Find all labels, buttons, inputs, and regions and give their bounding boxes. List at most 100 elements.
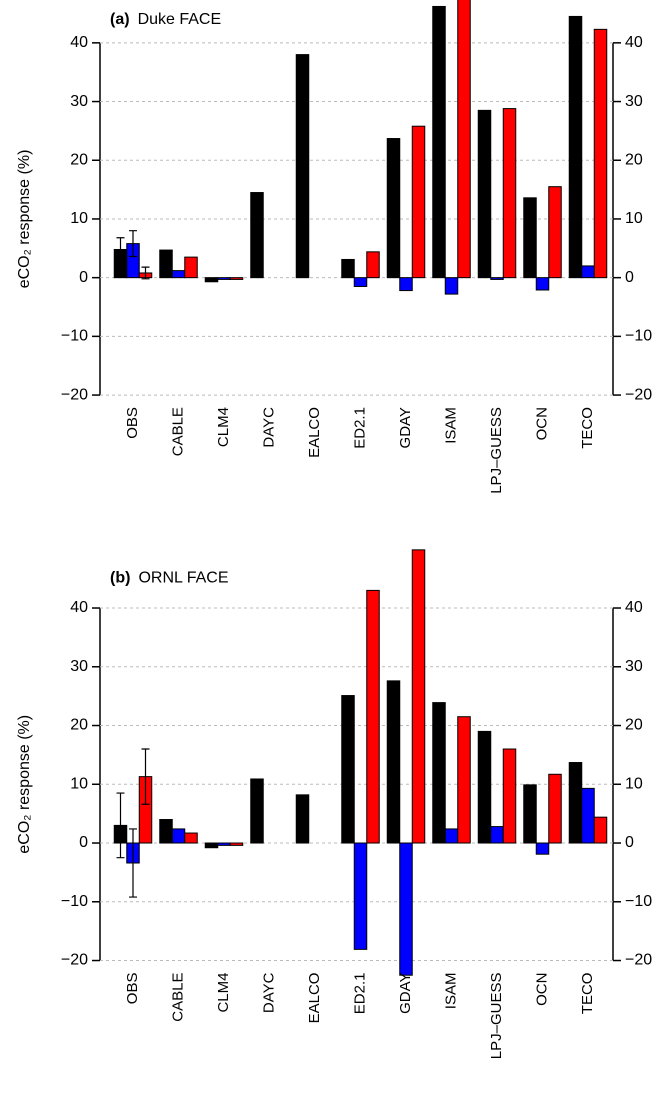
bar bbox=[523, 197, 537, 279]
bar bbox=[444, 277, 459, 295]
y-tick-label: 40 bbox=[70, 599, 88, 616]
y-axis-title: eCO₂ response (%) bbox=[16, 715, 33, 854]
bar bbox=[502, 108, 517, 279]
y-tick-label: 10 bbox=[70, 775, 88, 792]
bar bbox=[411, 549, 426, 844]
x-tick-label: TECO bbox=[579, 973, 596, 1015]
error-bar bbox=[141, 266, 150, 280]
error-bar bbox=[116, 237, 125, 262]
x-tick-label: OBS bbox=[124, 973, 141, 1005]
bars bbox=[113, 0, 608, 295]
bar bbox=[295, 794, 310, 844]
bar bbox=[171, 828, 186, 844]
x-tick-label: ISAM bbox=[443, 973, 460, 1010]
y2-tick-label: 20 bbox=[625, 717, 643, 734]
y-tick-label: −20 bbox=[61, 952, 88, 969]
bar bbox=[593, 28, 608, 279]
bar bbox=[444, 828, 459, 844]
bar bbox=[457, 716, 471, 844]
x-tick-label: EALCO bbox=[306, 973, 323, 1024]
y-tick-label: −10 bbox=[61, 328, 88, 345]
x-tick-label: ED2.1 bbox=[352, 407, 369, 449]
error-bar bbox=[129, 828, 137, 898]
y2-tick-label: 30 bbox=[625, 93, 643, 110]
error-bar bbox=[116, 792, 125, 859]
bar bbox=[490, 826, 504, 844]
bar bbox=[568, 15, 583, 279]
bar bbox=[184, 832, 198, 844]
bar bbox=[353, 277, 368, 287]
bar bbox=[581, 265, 595, 279]
bar bbox=[432, 702, 446, 844]
bar bbox=[548, 186, 562, 279]
bar bbox=[184, 256, 198, 279]
panel-name: ORNL FACE bbox=[138, 570, 228, 587]
x-tick-label: GDAY bbox=[397, 407, 414, 448]
bar bbox=[229, 277, 244, 280]
x-tick-label: OCN bbox=[534, 407, 551, 440]
y2-tick-label: 0 bbox=[625, 269, 634, 286]
bar bbox=[399, 277, 413, 292]
y2-tick-label: 10 bbox=[625, 775, 643, 792]
panel-title: (a) Duke FACE bbox=[110, 11, 221, 28]
x-tick-label: OBS bbox=[124, 407, 141, 439]
bars bbox=[113, 549, 608, 976]
bar bbox=[386, 138, 401, 279]
bar bbox=[159, 819, 173, 844]
y-tick-label: 20 bbox=[70, 151, 88, 168]
bar bbox=[366, 251, 380, 279]
x-tick-label: CLM4 bbox=[215, 407, 232, 447]
panel-title: (b) ORNL FACE bbox=[110, 570, 229, 587]
y-tick-label: −10 bbox=[61, 893, 88, 910]
bar bbox=[229, 842, 244, 846]
x-tick-label: CABLE bbox=[170, 407, 187, 456]
bar bbox=[171, 270, 186, 279]
bar bbox=[457, 0, 471, 279]
bar bbox=[204, 277, 219, 283]
bar bbox=[250, 778, 264, 844]
bar bbox=[204, 842, 219, 849]
bar bbox=[581, 787, 595, 844]
y2-tick-label: 40 bbox=[625, 34, 643, 51]
x-tick-label: ED2.1 bbox=[352, 973, 369, 1015]
bar bbox=[490, 277, 504, 280]
y-tick-label: 30 bbox=[70, 658, 88, 675]
bar bbox=[353, 842, 368, 950]
bar bbox=[341, 258, 355, 279]
bar bbox=[341, 695, 355, 844]
x-tick-label: DAYC bbox=[261, 407, 278, 448]
bar bbox=[295, 54, 310, 279]
bar bbox=[386, 680, 401, 844]
y-tick-label: 40 bbox=[70, 34, 88, 51]
x-tick-label: CABLE bbox=[170, 973, 187, 1022]
x-tick-label: EALCO bbox=[306, 407, 323, 458]
bar bbox=[477, 730, 492, 844]
error-bar bbox=[141, 748, 150, 805]
bar bbox=[159, 249, 173, 279]
panel-tag: (a) bbox=[110, 11, 130, 28]
y2-tick-label: 40 bbox=[625, 599, 643, 616]
x-tick-label: DAYC bbox=[261, 972, 278, 1013]
bar bbox=[411, 125, 426, 279]
panel: −20 −20 −10 −10 0 0 10 10 20 20 30 30 40 40 eCO₂ respo… bbox=[16, 549, 652, 1060]
bar bbox=[568, 762, 583, 844]
bar bbox=[217, 277, 231, 280]
y-tick-label: 0 bbox=[79, 834, 88, 851]
y2-tick-label: −10 bbox=[625, 893, 652, 910]
y2-tick-label: −10 bbox=[625, 328, 652, 345]
bar bbox=[535, 277, 550, 291]
panel: −20 −20 −10 −10 0 0 10 10 20 20 30 30 40 40 eCO₂ respo… bbox=[16, 0, 652, 494]
bar bbox=[477, 109, 492, 279]
y2-tick-label: 30 bbox=[625, 658, 643, 675]
bar bbox=[217, 842, 231, 846]
bar bbox=[366, 589, 380, 844]
x-tick-label: LPJ–GUESS bbox=[488, 973, 505, 1060]
panel-tag: (b) bbox=[110, 570, 130, 587]
y-tick-label: 20 bbox=[70, 717, 88, 734]
panel-name: Duke FACE bbox=[138, 11, 222, 28]
bar bbox=[523, 784, 537, 844]
bar bbox=[399, 842, 413, 976]
x-tick-label: ISAM bbox=[443, 407, 460, 444]
y-tick-label: −20 bbox=[61, 386, 88, 403]
